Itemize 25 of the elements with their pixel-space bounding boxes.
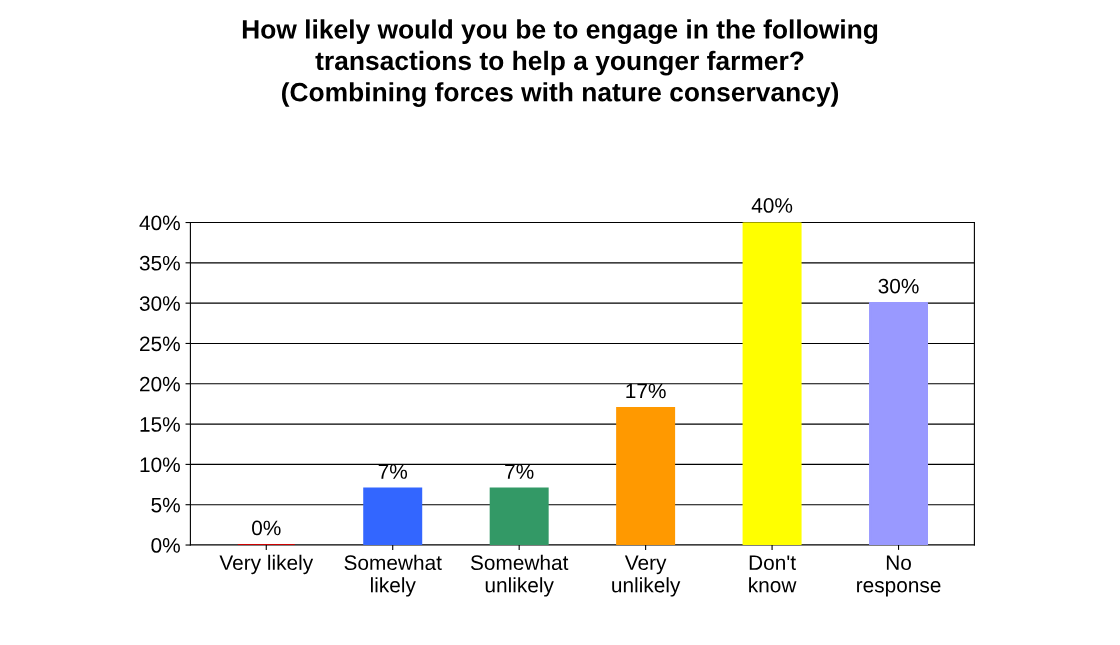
x-tick-label: Somewhat unlikely: [470, 554, 569, 597]
x-tick-label: Don't know: [749, 555, 797, 593]
bar: [363, 487, 423, 546]
y-tick-label: 5%: [151, 497, 180, 513]
x-tick-label: Somewhat likely: [344, 554, 442, 597]
data-label: 40%: [751, 198, 793, 213]
y-tick-label: 15%: [140, 417, 180, 432]
data-label: 30%: [878, 278, 919, 294]
x-tick-label: Very likely: [219, 554, 314, 575]
y-tick-label: 40%: [139, 215, 180, 231]
y-tick-label: 30%: [139, 296, 180, 311]
y-tick-label: 0%: [151, 538, 180, 553]
data-label: 17%: [626, 383, 666, 399]
bar: [742, 222, 802, 546]
y-tick-label: 20%: [140, 376, 180, 392]
bar: [489, 487, 549, 546]
y-tick-label: 25%: [140, 336, 180, 352]
chart-title: How likely would you be to engage in the following transactions to help a younger farmer? (Combining forces with nature conservancy): [242, 19, 878, 107]
y-tick-label: 10%: [140, 457, 180, 473]
y-tick-label: 35%: [139, 255, 180, 271]
data-label: 0%: [252, 520, 281, 536]
x-tick-label: No response: [857, 555, 941, 597]
bar: [869, 302, 929, 546]
bar: [616, 406, 676, 546]
x-tick-label: Very unlikely: [612, 555, 681, 597]
